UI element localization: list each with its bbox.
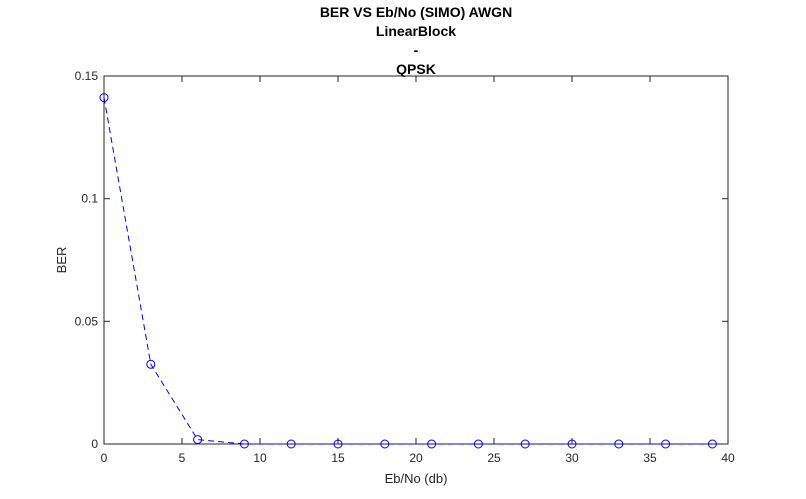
y-axis-label: BER [54,247,69,274]
data-point [567,439,577,449]
y-tick-label: 0.1 [81,192,98,206]
data-point [520,439,530,449]
x-axis-label: Eb/No (db) [385,471,448,486]
data-point [99,93,109,103]
data-point [707,439,717,449]
data-point [333,439,343,449]
series-line [103,97,713,445]
data-point [380,439,390,449]
y-tick-label: 0.15 [75,69,99,83]
y-tick-label: 0.05 [75,314,99,328]
plot-area [104,76,728,444]
data-point [286,439,296,449]
x-tick-label: 15 [331,451,345,465]
data-point [427,439,437,449]
x-tick-label: 0 [101,451,108,465]
data-point [473,439,483,449]
data-point [661,439,671,449]
data-point [614,439,624,449]
data-point [239,439,249,449]
title-line: QPSK [396,61,436,77]
series-group [99,93,717,449]
x-tick-label: 10 [253,451,267,465]
title-line: - [414,42,419,58]
chart-title: BER VS Eb/No (SIMO) AWGN LinearBlock - QPSK [320,4,512,77]
title-line: LinearBlock [376,23,456,39]
x-tick-label: 35 [643,451,657,465]
y-tick-label: 0 [91,437,98,451]
data-point [146,359,156,369]
x-tick-label: 5 [179,451,186,465]
axes: 0 5 10 15 20 25 30 35 40 0 0.05 0.1 0.15 [75,69,735,465]
x-tick-label: 40 [721,451,735,465]
data-point [193,435,203,445]
title-line: BER VS Eb/No (SIMO) AWGN [320,4,512,20]
x-tick-label: 30 [565,451,579,465]
x-tick-label: 25 [487,451,501,465]
x-tick-label: 20 [409,451,423,465]
